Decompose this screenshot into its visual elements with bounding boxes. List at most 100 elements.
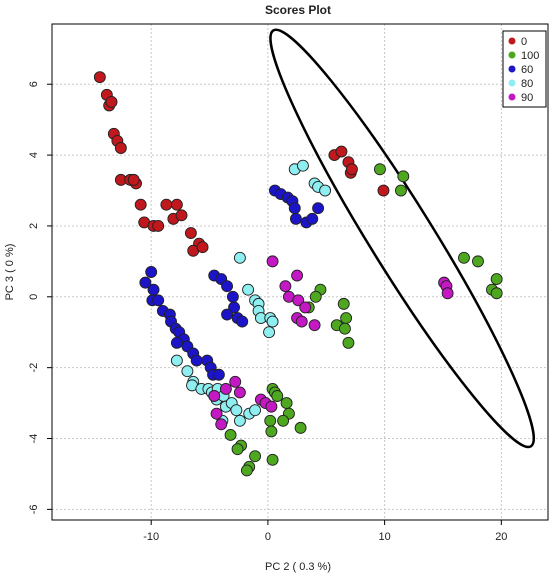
data-point — [342, 336, 355, 349]
data-point — [175, 209, 188, 222]
legend-label: 90 — [521, 92, 533, 104]
legend-marker — [508, 51, 516, 59]
y-axis-label: PC 3 ( 0 %) — [4, 244, 16, 301]
data-point — [196, 241, 209, 254]
data-point — [219, 382, 232, 395]
data-point — [335, 145, 348, 158]
data-point — [338, 322, 351, 335]
data-point — [152, 219, 165, 232]
legend-marker — [508, 65, 516, 73]
data-point — [458, 251, 470, 264]
y-tick-label: 0 — [28, 294, 40, 300]
data-point — [190, 354, 203, 367]
data-point — [242, 283, 255, 296]
data-point — [210, 407, 223, 420]
data-point — [309, 290, 322, 303]
data-point — [93, 71, 106, 84]
data-point — [472, 255, 484, 268]
data-point — [271, 390, 284, 402]
y-tick-label: -6 — [28, 504, 40, 514]
x-tick-label: 20 — [495, 531, 507, 543]
data-point — [265, 400, 278, 413]
data-point — [221, 308, 234, 321]
y-tick-label: 4 — [28, 152, 40, 158]
data-point — [170, 354, 183, 367]
data-point — [152, 294, 165, 307]
y-tick-label: -4 — [28, 434, 40, 444]
legend: 0 100 60 80 90 — [502, 30, 547, 108]
data-point — [373, 163, 386, 176]
data-point — [228, 301, 241, 314]
data-point — [308, 319, 321, 332]
data-point — [280, 397, 293, 410]
data-point — [490, 273, 503, 286]
plot-frame — [51, 23, 549, 521]
data-point — [340, 312, 353, 325]
grid — [52, 24, 548, 520]
data-point — [249, 404, 262, 417]
data-point — [277, 414, 290, 427]
data-point — [294, 421, 307, 434]
data-point — [264, 414, 277, 427]
x-axis-label: PC 2 ( 0.3 %) — [265, 561, 331, 573]
data-point — [226, 290, 239, 303]
data-point — [215, 418, 228, 431]
legend-label: 80 — [521, 78, 533, 90]
data-points — [93, 71, 503, 477]
data-point — [229, 375, 242, 388]
annotations — [269, 28, 535, 449]
data-point — [249, 450, 262, 463]
legend-label: 0 — [521, 36, 527, 48]
data-point — [263, 326, 276, 339]
data-point — [170, 336, 183, 349]
legend-marker — [508, 79, 516, 87]
data-point — [139, 276, 152, 289]
data-point — [221, 280, 234, 293]
data-point — [181, 365, 194, 378]
data-point — [296, 159, 309, 172]
data-point — [233, 251, 246, 264]
legend-marker — [508, 37, 516, 45]
data-point — [295, 315, 308, 328]
data-point — [212, 368, 225, 381]
data-point — [147, 283, 160, 296]
y-tick-label: -2 — [28, 363, 40, 373]
data-point — [266, 255, 279, 268]
data-point — [233, 414, 246, 427]
data-point — [265, 425, 278, 438]
data-point — [397, 170, 410, 183]
data-point — [105, 95, 118, 108]
y-tick-label: 2 — [28, 223, 40, 229]
legend-label: 60 — [521, 64, 533, 76]
data-point — [236, 315, 249, 328]
data-point — [230, 404, 243, 417]
data-point — [441, 287, 454, 300]
data-point — [299, 301, 312, 314]
legend-marker — [508, 93, 516, 101]
data-point — [208, 390, 221, 402]
data-point — [170, 198, 183, 211]
data-point — [306, 212, 319, 225]
data-point — [291, 269, 304, 282]
data-point — [224, 429, 237, 441]
data-point — [337, 297, 350, 310]
data-point — [395, 184, 407, 197]
data-point — [145, 266, 158, 278]
x-tick-label: 10 — [378, 531, 390, 543]
data-point — [490, 287, 503, 300]
data-point — [266, 453, 279, 466]
data-point — [312, 202, 325, 215]
x-tick-label: 0 — [265, 531, 271, 543]
data-point — [127, 173, 140, 186]
data-point — [160, 198, 173, 211]
data-point — [289, 212, 302, 225]
data-point — [233, 386, 246, 399]
data-point — [288, 202, 301, 215]
data-point — [134, 198, 147, 211]
data-point — [184, 227, 197, 239]
data-point — [114, 142, 127, 154]
highlight-ellipse — [269, 28, 535, 449]
data-point — [292, 294, 305, 307]
